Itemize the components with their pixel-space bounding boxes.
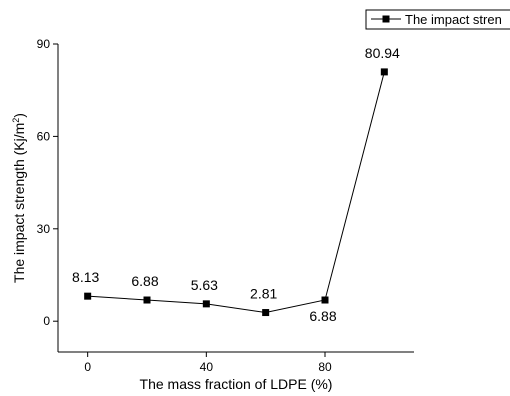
y-tick-label: 60 (37, 129, 51, 143)
y-axis-title-main: The impact strength (Kj/m (11, 123, 27, 283)
x-tick-label: 40 (200, 360, 214, 374)
data-point (262, 309, 270, 317)
series-layer (84, 68, 388, 317)
legend-marker (382, 15, 390, 23)
y-axis-title-close: ) (11, 113, 27, 118)
x-tick-label: 80 (318, 360, 332, 374)
series-line (87, 71, 385, 314)
y-tick-label: 90 (37, 37, 51, 51)
data-label: 5.63 (191, 277, 218, 293)
data-label: 6.88 (309, 308, 336, 324)
legend-label: The impact stren (405, 12, 502, 27)
x-tick-label: 0 (84, 360, 91, 374)
plot-frame (57, 44, 414, 353)
data-label: 8.13 (72, 269, 99, 285)
y-axis-title-superscript: 2 (11, 118, 21, 123)
data-point (143, 296, 151, 304)
y-ticks: 0 30 60 90 (37, 37, 58, 328)
legend-box (365, 9, 510, 30)
y-tick-label: 0 (43, 314, 50, 328)
data-point (202, 300, 210, 308)
y-tick-label: 30 (37, 222, 51, 236)
y-axis-title: The impact strength (Kj/m2) (11, 113, 27, 283)
x-ticks: 0 40 80 (84, 352, 332, 374)
data-label: 2.81 (250, 286, 277, 302)
data-label: 6.88 (131, 273, 158, 289)
legend: The impact stren (365, 9, 510, 30)
data-point (380, 68, 388, 76)
data-point (321, 296, 329, 304)
data-label: 80.94 (365, 45, 400, 61)
data-labels: 8.13 6.88 5.63 2.81 6.88 80.94 (72, 45, 400, 324)
data-point (84, 292, 92, 300)
x-axis-title: The mass fraction of LDPE (%) (140, 376, 333, 392)
